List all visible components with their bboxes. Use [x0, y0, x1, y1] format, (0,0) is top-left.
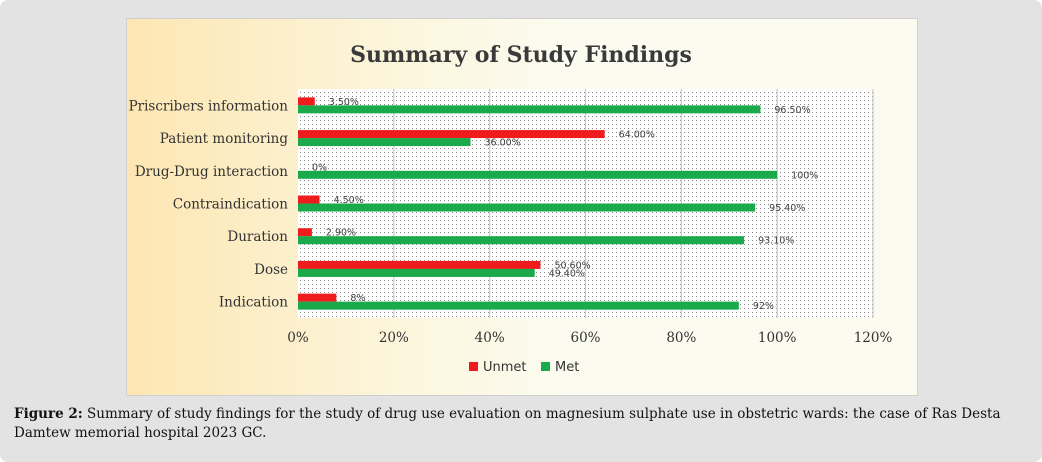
x-tick-label: 20% [379, 330, 409, 346]
data-label-met: 95.40% [769, 203, 805, 214]
data-label-unmet: 64.00% [619, 130, 655, 141]
bar-met [298, 268, 535, 277]
x-tick-label: 0% [287, 330, 309, 346]
data-label-unmet: 8% [350, 293, 365, 304]
category-label: Patient monitoring [160, 131, 289, 147]
data-label-met: 92% [753, 301, 774, 312]
bar-unmet [298, 97, 315, 106]
x-tick-label: 60% [570, 330, 600, 346]
data-label-met: 36.00% [485, 138, 521, 149]
x-tick-label: 80% [666, 330, 696, 346]
bar-unmet [298, 293, 337, 302]
bar-met [298, 105, 761, 114]
bar-chart: Summary of Study Findings 3.50% 96.50% 64.… [129, 42, 893, 375]
legend-label-met: Met [555, 360, 579, 375]
data-label-met: 96.50% [774, 105, 810, 116]
figure-caption: Figure 2: Summary of study findings for … [14, 405, 1029, 443]
chart-area: Summary of Study Findings 3.50% 96.50% 64.… [126, 18, 918, 396]
data-label-met: 49.40% [549, 268, 585, 279]
chart-title: Summary of Study Findings [350, 42, 692, 68]
data-label-unmet: 4.50% [334, 195, 364, 206]
legend-swatch-unmet [469, 362, 478, 371]
category-label: Contraindication [173, 197, 289, 213]
x-tick-label: 120% [854, 330, 893, 346]
category-label: Dose [254, 262, 288, 278]
bar-met [298, 301, 739, 310]
category-label: Indication [219, 295, 288, 311]
data-label-unmet: 3.50% [329, 97, 359, 108]
caption-label: Figure 2: [14, 406, 83, 422]
data-label-unmet: 0% [312, 162, 327, 173]
category-label: Priscribers information [129, 98, 289, 114]
bar-unmet [298, 195, 320, 204]
data-label-met: 100% [791, 170, 818, 181]
bar-unmet [298, 228, 312, 237]
bar-met [298, 203, 756, 212]
category-label: Drug-Drug interaction [135, 164, 288, 180]
x-tick-label: 100% [758, 330, 797, 346]
data-label-met: 93.10% [758, 236, 794, 247]
category-label: Duration [227, 229, 288, 245]
bar-unmet [298, 130, 605, 139]
data-label-unmet: 2.90% [326, 228, 356, 239]
bar-unmet [298, 260, 541, 269]
bar-met [298, 138, 471, 147]
data-label-unmet: 50.60% [554, 260, 590, 271]
caption-text: Summary of study findings for the study … [14, 406, 1001, 441]
legend-swatch-met [541, 362, 550, 371]
legend-label-unmet: Unmet [483, 360, 527, 375]
bar-met [298, 236, 745, 245]
x-tick-label: 40% [475, 330, 505, 346]
bar-met [298, 170, 778, 179]
